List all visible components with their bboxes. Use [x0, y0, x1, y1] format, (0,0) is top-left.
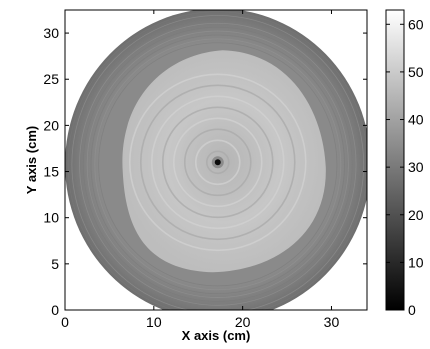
colorbar-tick-label: 20	[408, 207, 424, 223]
colorbar-tick-label: 10	[408, 254, 424, 270]
y-tick-label: 30	[43, 25, 59, 41]
outer-ring-line	[98, 42, 338, 287]
y-tick-label: 15	[43, 164, 59, 180]
y-tick-label: 0	[51, 302, 59, 318]
heatmap-disk	[65, 10, 367, 310]
x-tick-label: 30	[324, 314, 340, 330]
y-axis-label: Y axis (cm)	[24, 126, 39, 194]
y-tick-label: 25	[43, 71, 59, 87]
outer-ring-line	[94, 38, 342, 291]
y-tick-label: 5	[51, 256, 59, 272]
pith-center	[214, 159, 221, 166]
inner-ring-line	[194, 139, 241, 186]
x-tick-label: 0	[61, 314, 69, 330]
plot-frame	[64, 9, 368, 311]
y-axis: 0 5 10 15 20 25 30	[43, 25, 367, 318]
colorbar-tick-label: 0	[408, 302, 416, 318]
inner-ring-line	[150, 95, 285, 230]
outer-ring-line	[79, 22, 357, 306]
colorbar: 0 10 20 30 40 50 60	[385, 9, 424, 318]
x-tick-label: 20	[235, 314, 251, 330]
outer-ring-line	[67, 11, 367, 310]
plot-area	[65, 10, 367, 310]
colorbar-tick-label: 30	[408, 159, 424, 175]
y-tick-label: 20	[43, 117, 59, 133]
outer-ring-line	[86, 30, 349, 298]
colorbar-ticks: 0 10 20 30 40 50 60	[386, 16, 424, 318]
colorbar-tick-label: 40	[408, 112, 424, 128]
inner-ring-line	[139, 84, 296, 241]
inner-ring-line	[172, 117, 263, 208]
outer-ring-line	[75, 18, 361, 310]
inner-light-region	[122, 50, 326, 273]
inner-ring-line	[128, 73, 307, 252]
inner-ring-line	[161, 106, 274, 219]
y-tick-label: 10	[43, 210, 59, 226]
colorbar-tick-label: 60	[408, 16, 424, 32]
x-tick-label: 10	[146, 314, 162, 330]
colorbar-tick-label: 50	[408, 64, 424, 80]
outer-ring-line	[71, 15, 365, 310]
inner-ring-line	[183, 128, 252, 197]
x-axis-label: X axis (cm)	[182, 328, 251, 343]
outer-ring-line	[90, 34, 345, 295]
outer-ring-line	[82, 26, 353, 302]
x-axis: 0 10 20 30	[61, 10, 339, 330]
inner-ring-line	[205, 150, 230, 175]
colorbar-gradient	[385, 9, 405, 311]
